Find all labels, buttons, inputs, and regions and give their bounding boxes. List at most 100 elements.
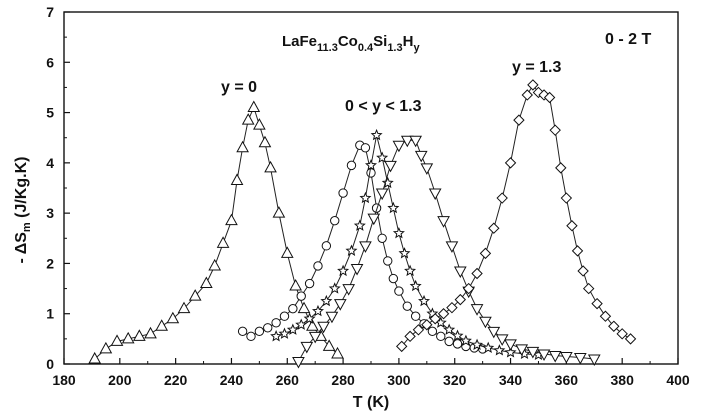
data-point-star xyxy=(286,323,299,335)
data-point-triangle-down xyxy=(428,188,442,201)
data-point-triangle-down xyxy=(350,263,364,276)
data-point-triangle-down xyxy=(526,346,540,359)
data-point-triangle-up xyxy=(133,329,146,341)
x-tick-label: 220 xyxy=(164,372,188,388)
data-point-star xyxy=(370,128,383,141)
data-point-diamond xyxy=(582,282,595,295)
data-point-triangle-up xyxy=(166,311,180,324)
x-tick-label: 340 xyxy=(499,372,523,388)
data-point-star xyxy=(345,244,358,256)
data-point-triangle-down xyxy=(453,266,467,279)
data-point-triangle-up xyxy=(199,276,213,289)
data-point-diamond xyxy=(571,245,584,257)
data-point-circle xyxy=(346,160,357,171)
data-point-triangle-down xyxy=(437,216,450,228)
data-point-diamond xyxy=(462,282,475,295)
data-point-triangle-down xyxy=(342,284,356,296)
data-point-circle xyxy=(410,311,421,321)
data-point-star xyxy=(278,327,291,339)
data-point-star xyxy=(392,226,405,239)
data-point-triangle-up xyxy=(272,206,286,218)
data-point-triangle-down xyxy=(375,188,389,201)
data-point-circle xyxy=(402,301,412,311)
data-point-triangle-down xyxy=(470,304,484,316)
y-tick-label: 4 xyxy=(46,155,54,171)
x-tick-label: 400 xyxy=(666,372,690,388)
data-point-circle xyxy=(436,331,446,342)
data-point-triangle-down xyxy=(367,213,381,226)
data-point-triangle-down xyxy=(414,150,428,163)
data-point-circle xyxy=(377,233,387,243)
formula-si-sub: 1.3 xyxy=(387,42,402,54)
data-point-star xyxy=(311,304,324,317)
y-axis-title-units: (J/Kg.K) xyxy=(13,157,30,223)
data-point-diamond xyxy=(608,320,620,332)
data-point-circle xyxy=(271,318,281,328)
data-point-triangle-down xyxy=(548,350,562,363)
formula-la-fe: LaFe xyxy=(282,33,317,50)
field-annotation: 0 - 2 T xyxy=(605,31,651,48)
x-tick-label: 180 xyxy=(52,372,76,388)
y-axis-title-sub: m xyxy=(21,222,33,232)
data-point-triangle-up xyxy=(331,346,344,359)
x-tick-label: 280 xyxy=(331,372,355,388)
data-point-triangle-down xyxy=(400,135,414,148)
formula-h-sub: y xyxy=(413,42,420,54)
data-point-triangle-down xyxy=(384,160,397,173)
data-point-circle xyxy=(321,241,332,251)
data-point-triangle-down xyxy=(292,356,305,369)
data-point-triangle-down xyxy=(392,140,406,153)
series-line xyxy=(275,135,539,356)
formula-fe-sub: 11.3 xyxy=(317,42,338,54)
data-point-triangle-down xyxy=(479,316,492,329)
formula-si: Si xyxy=(373,33,387,50)
data-point-circle xyxy=(360,143,371,153)
series-line xyxy=(297,139,595,362)
series-triangle-down xyxy=(292,135,601,369)
data-point-diamond xyxy=(429,313,441,325)
data-point-circle xyxy=(246,331,256,342)
data-point-star xyxy=(459,334,472,346)
formula-annotation: LaFe11.3Co0.4Si1.3Hy xyxy=(282,33,420,54)
data-point-star xyxy=(303,312,316,324)
data-point-triangle-up xyxy=(177,301,191,314)
data-point-star xyxy=(337,264,350,277)
data-point-triangle-up xyxy=(322,339,336,351)
data-point-diamond xyxy=(437,308,450,320)
data-point-triangle-up xyxy=(208,258,222,271)
data-point-circle xyxy=(263,323,273,333)
data-point-triangle-down xyxy=(409,135,423,148)
data-point-triangle-up xyxy=(280,246,294,258)
data-point-diamond xyxy=(599,310,612,322)
data-point-triangle-down xyxy=(515,344,529,356)
data-point-diamond xyxy=(496,192,508,204)
data-point-triangle-up xyxy=(230,173,244,185)
data-point-triangle-down xyxy=(359,241,372,253)
data-point-circle xyxy=(338,188,348,198)
data-point-circle xyxy=(237,326,248,337)
data-point-circle xyxy=(394,286,404,296)
data-point-diamond xyxy=(412,324,425,336)
y-axis-title-prefix: - ΔS xyxy=(13,232,30,264)
y-tick-label: 5 xyxy=(46,105,54,121)
y-tick-label: 0 xyxy=(46,356,54,372)
x-tick-label: 360 xyxy=(555,372,579,388)
data-point-diamond xyxy=(616,328,628,340)
y-tick-label: 6 xyxy=(46,54,54,70)
data-point-triangle-up xyxy=(121,331,135,344)
series-diamond xyxy=(395,79,637,353)
data-point-diamond xyxy=(549,124,561,136)
x-tick-label: 260 xyxy=(276,372,300,388)
y-tick-label: 7 xyxy=(46,4,54,20)
label-y13: y = 1.3 xyxy=(512,59,561,76)
data-point-diamond xyxy=(560,192,573,204)
data-point-triangle-up xyxy=(144,326,157,339)
data-point-triangle-up xyxy=(258,135,272,148)
data-point-star xyxy=(387,201,400,214)
data-point-diamond xyxy=(421,319,433,331)
data-point-diamond xyxy=(555,162,567,174)
data-point-star xyxy=(295,318,308,330)
data-point-triangle-down xyxy=(420,163,434,175)
data-point-triangle-up xyxy=(306,319,319,331)
